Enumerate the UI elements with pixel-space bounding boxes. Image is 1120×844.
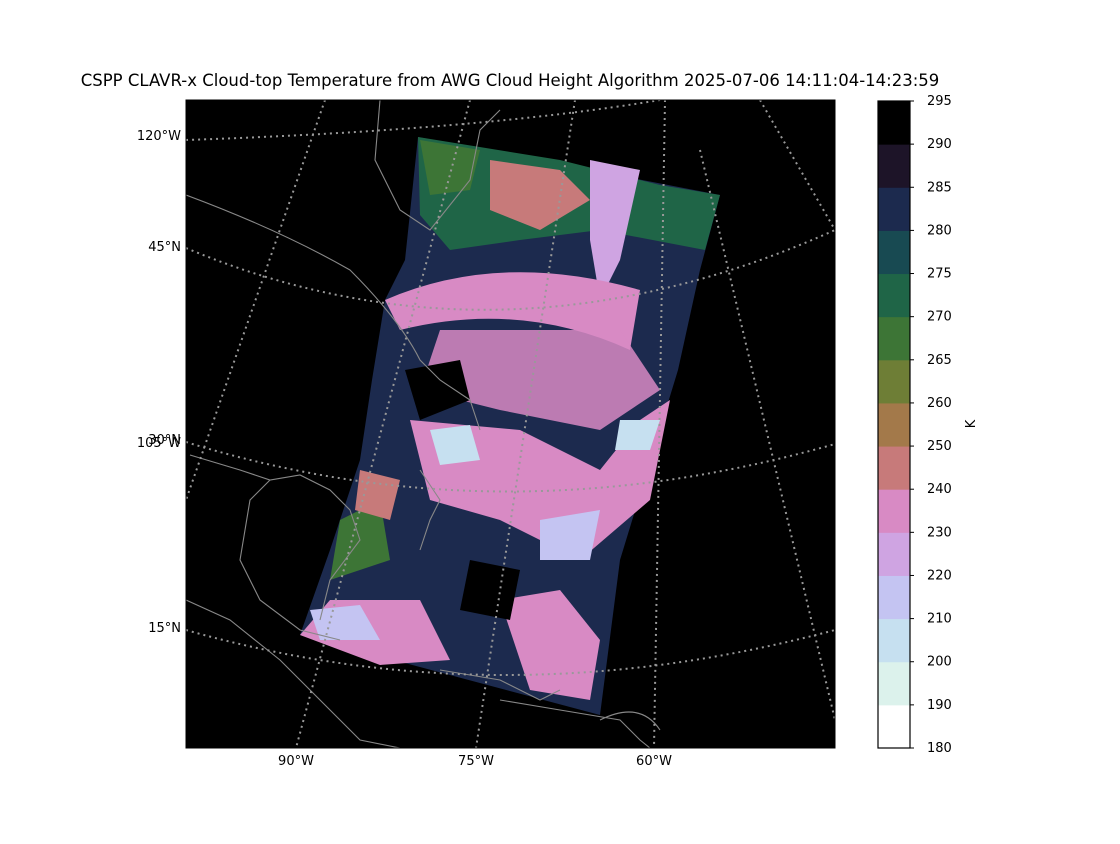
graticule-label: 90°W: [278, 754, 314, 769]
colorbar-segment: [878, 446, 910, 490]
cloud-region: [420, 140, 480, 195]
colorbar: 180 190 200 210 220 230 240 250 260 265 270 275 280 2…: [877, 94, 979, 756]
colorbar-tick-label: 285: [927, 180, 952, 195]
colorbar-label: K: [964, 419, 979, 428]
cloud-free: [460, 560, 520, 620]
coastlines: [186, 100, 661, 748]
colorbar-tick-label: 210: [927, 612, 952, 627]
colorbar-tick-label: 250: [927, 439, 952, 454]
graticule-label: 30°N: [148, 433, 181, 448]
colorbar-segment: [878, 230, 910, 275]
cloud-region: [385, 272, 640, 350]
colorbar-frame: [877, 100, 911, 749]
colorbar-segment: [878, 618, 910, 663]
colorbar-tick-label: 265: [927, 353, 952, 368]
colorbar-tick-label: 200: [927, 655, 952, 670]
swath: [300, 137, 720, 715]
cloud-region: [420, 330, 660, 430]
colorbar-tick-label: 240: [927, 482, 952, 497]
cloud-region: [410, 400, 670, 560]
colorbar-tick-label: 190: [927, 698, 952, 713]
cloud-free: [405, 360, 470, 420]
colorbar-tick-label: 275: [927, 267, 952, 282]
graticule-label: 15°N: [148, 621, 181, 636]
cloud-region: [500, 590, 600, 700]
graticule-label: 45°N: [148, 240, 181, 255]
colorbar-segment: [878, 316, 910, 361]
colorbar-segment: [878, 489, 910, 533]
cloud-region: [590, 160, 640, 300]
colorbar-tick-label: 180: [927, 741, 952, 756]
colorbar-segment: [878, 101, 910, 145]
colorbar-segment: [878, 661, 910, 706]
colorbar-segment: [878, 144, 910, 188]
graticule-label: 105°W: [137, 436, 181, 451]
colorbar-segment: [878, 704, 910, 749]
colorbar-tick-label: 230: [927, 525, 952, 540]
colorbar-segment: [878, 359, 910, 404]
colorbar-segment: [878, 402, 910, 447]
colorbar-tick-label: 220: [927, 568, 952, 583]
colorbar-tick-label: 260: [927, 396, 952, 411]
colorbar-segment: [878, 187, 910, 231]
cloud-region: [490, 160, 590, 230]
cloud-region: [310, 605, 380, 640]
graticule-label: 75°W: [458, 754, 494, 769]
map-labels: 120°W 45°N 105°W30°N 15°N 90°W 75°W 60°W: [137, 129, 672, 769]
colorbar-segment: [878, 575, 910, 620]
cloud-region: [355, 470, 400, 520]
colorbar-segment: [878, 532, 910, 576]
map-title: CSPP CLAVR-x Cloud-top Temperature from …: [81, 71, 940, 90]
cloud-region: [540, 510, 600, 560]
colorbar-tick-label: 270: [927, 310, 952, 325]
colorbar-segment: [878, 273, 910, 318]
colorbar-tick-label: 280: [927, 223, 952, 238]
graticule-label: 120°W: [137, 129, 181, 144]
cloud-region: [430, 425, 480, 465]
cloud-region: [615, 420, 660, 450]
colorbar-tick-label: 295: [927, 94, 952, 109]
map-frame: [185, 99, 836, 749]
map-panel: [185, 99, 836, 749]
graticule-label: 60°W: [636, 754, 672, 769]
colorbar-tick-label: 290: [927, 137, 952, 152]
graticule: [186, 100, 835, 748]
